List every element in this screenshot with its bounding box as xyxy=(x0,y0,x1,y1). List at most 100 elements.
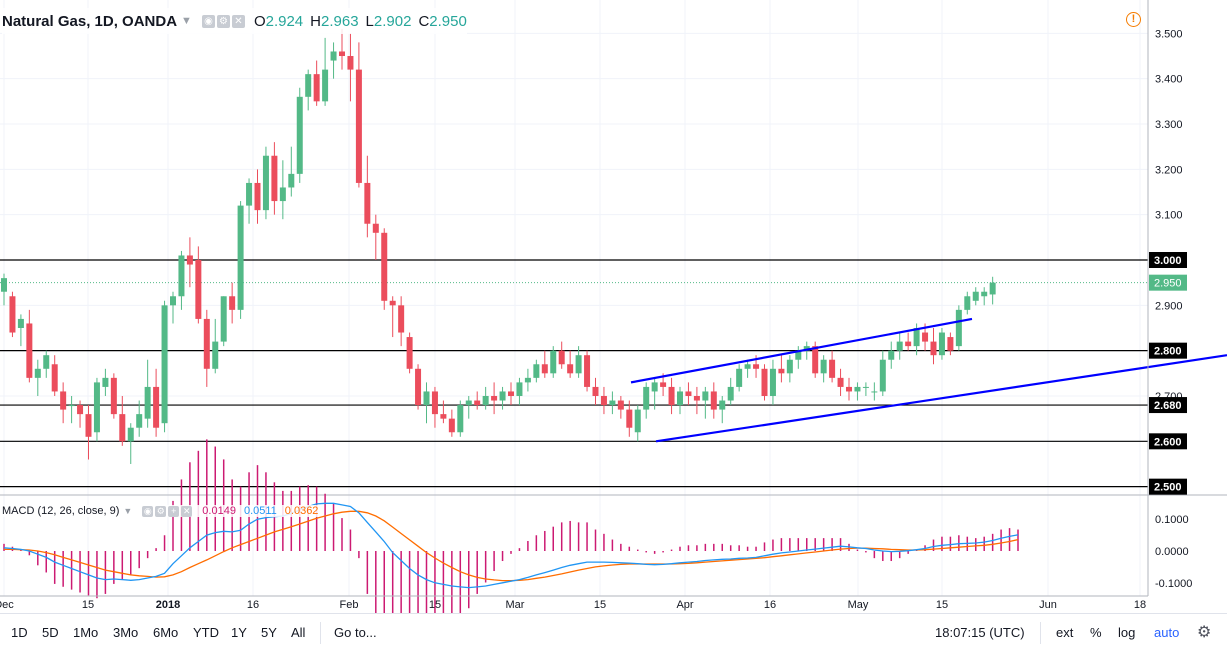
eye-icon[interactable]: ◉ xyxy=(201,14,215,28)
y-tick-label: 3.500 xyxy=(1155,28,1183,40)
candle-body xyxy=(355,69,362,183)
candle-body xyxy=(415,368,422,406)
candle-body xyxy=(491,395,498,401)
candle-body xyxy=(186,255,193,265)
candle-body xyxy=(347,56,354,70)
candle-body xyxy=(440,414,447,419)
range-3mo[interactable]: 3Mo xyxy=(113,625,139,640)
gear-icon[interactable]: ⚙ xyxy=(1197,624,1212,641)
x-tick-label: 2018 xyxy=(156,599,180,611)
candle-body xyxy=(482,395,489,406)
eye-icon[interactable]: ◉ xyxy=(142,505,154,517)
candle-body xyxy=(964,296,971,310)
candle-body xyxy=(465,400,472,406)
range-6mo[interactable]: 6Mo xyxy=(153,625,179,640)
warning-icon[interactable]: ! xyxy=(1126,12,1141,27)
candle-body xyxy=(592,386,599,396)
macd-y-tick-label: 0.0000 xyxy=(1155,546,1189,558)
goto-button[interactable]: Go to... xyxy=(334,625,377,640)
percent-toggle[interactable]: % xyxy=(1090,625,1102,640)
macd-title[interactable]: MACD (12, 26, close, 9) xyxy=(2,505,120,517)
candle-body xyxy=(862,386,869,388)
x-tick-label: 15 xyxy=(82,599,94,611)
symbol-label[interactable]: Natural Gas, 1D, OANDA xyxy=(2,12,178,30)
clock-display[interactable]: 18:07:15 (UTC) xyxy=(935,625,1025,640)
candle-body xyxy=(769,368,776,396)
level-price-label: 2.680 xyxy=(1154,400,1182,412)
candle-body xyxy=(533,364,540,378)
gear-icon[interactable]: ⚙ xyxy=(155,505,167,517)
candle-body xyxy=(246,182,253,206)
candle-body xyxy=(339,51,345,57)
candle-body xyxy=(389,300,396,306)
x-tick-label: 18 xyxy=(1134,599,1146,611)
candle-body xyxy=(17,318,24,328)
candle-body xyxy=(330,51,337,61)
macd-line xyxy=(3,502,1019,589)
candle-body xyxy=(575,355,582,374)
candle-body xyxy=(212,341,219,369)
candle-body xyxy=(761,368,768,396)
level-price-label: 2.800 xyxy=(1154,346,1182,358)
candle-body xyxy=(279,187,286,202)
last-price-label: 2.950 xyxy=(1154,278,1182,290)
candle-body xyxy=(1,278,7,292)
chart-area[interactable]: 3.5003.4003.3003.2003.1002.9002.7003.000… xyxy=(0,0,1227,614)
x-tick-label: Dec xyxy=(0,599,14,611)
candle-body xyxy=(541,364,548,374)
candle-body xyxy=(161,305,168,424)
candle-body xyxy=(110,377,117,415)
candle-body xyxy=(474,400,481,406)
ext-toggle[interactable]: ext xyxy=(1056,625,1074,640)
candle-body xyxy=(710,391,717,410)
candle-body xyxy=(43,355,50,369)
range-1y[interactable]: 1Y xyxy=(231,625,247,640)
auto-toggle[interactable]: auto xyxy=(1154,625,1180,640)
candle-body xyxy=(634,409,641,433)
x-tick-label: Jun xyxy=(1039,599,1057,611)
candle-body xyxy=(229,296,236,310)
candle-body xyxy=(702,391,709,401)
macd-y-tick-label: -0.1000 xyxy=(1155,578,1192,590)
candle-body xyxy=(600,395,607,406)
candle-body xyxy=(693,395,700,401)
candle-body xyxy=(938,332,945,356)
chevron-down-icon[interactable]: ▼ xyxy=(123,506,133,516)
candle-body xyxy=(643,386,650,410)
range-ytd[interactable]: YTD xyxy=(193,625,219,640)
y-tick-label: 3.300 xyxy=(1155,119,1183,131)
toolbar-divider xyxy=(320,622,321,644)
level-price-tag xyxy=(1149,478,1187,495)
more-icon[interactable]: + xyxy=(168,505,180,517)
close-icon[interactable]: ✕ xyxy=(181,505,193,517)
x-tick-label: 15 xyxy=(936,599,948,611)
range-1d[interactable]: 1D xyxy=(11,625,28,640)
candle-body xyxy=(896,341,903,351)
x-tick-label: 15 xyxy=(594,599,606,611)
candle-body xyxy=(812,346,819,374)
chevron-down-icon[interactable]: ▼ xyxy=(181,15,192,27)
candle-body xyxy=(423,391,430,406)
candle-body xyxy=(795,350,802,360)
range-1mo[interactable]: 1Mo xyxy=(73,625,99,640)
candle-body xyxy=(195,260,202,319)
x-tick-label: 15 xyxy=(429,599,441,611)
candle-body xyxy=(288,173,295,188)
toolbar-divider xyxy=(1040,622,1041,644)
macd-hist-value: 0.0149 xyxy=(202,505,236,517)
candle-body xyxy=(237,205,244,310)
log-toggle[interactable]: log xyxy=(1118,625,1136,640)
candle-body xyxy=(271,155,278,202)
macd-value: 0.0511 xyxy=(243,505,277,517)
range-5d[interactable]: 5D xyxy=(42,625,59,640)
candle-body xyxy=(457,405,464,433)
close-label: C xyxy=(418,12,430,30)
candle-body xyxy=(744,364,751,369)
close-icon[interactable]: ✕ xyxy=(231,14,245,28)
candle-body xyxy=(170,296,176,306)
range-all[interactable]: All xyxy=(291,625,306,640)
gear-icon[interactable]: ⚙ xyxy=(216,14,230,28)
candle-body xyxy=(322,69,329,102)
range-5y[interactable]: 5Y xyxy=(261,625,277,640)
